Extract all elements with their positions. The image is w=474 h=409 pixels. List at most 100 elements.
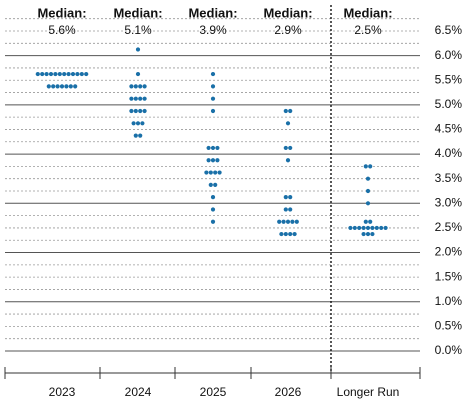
- dot: [133, 96, 138, 101]
- dot: [46, 84, 51, 89]
- dot: [84, 71, 89, 77]
- dot: [75, 71, 80, 77]
- dot: [361, 225, 366, 231]
- dot: [135, 121, 141, 126]
- dot: [368, 219, 373, 224]
- median-value: 5.6%: [48, 23, 76, 37]
- dot: [138, 84, 143, 89]
- dot: [133, 108, 138, 114]
- dot: [210, 195, 216, 200]
- dot: [365, 176, 371, 181]
- dot: [70, 71, 76, 77]
- dot: [208, 170, 213, 175]
- dot: [213, 182, 218, 187]
- dot: [40, 71, 45, 77]
- y-tick-label: 5.0%: [435, 97, 463, 111]
- dot: [142, 96, 147, 101]
- dot: [208, 182, 213, 187]
- dot: [290, 219, 295, 224]
- dot: [283, 207, 288, 212]
- y-tick-label: 3.0%: [435, 195, 463, 209]
- dot: [53, 71, 58, 77]
- x-tick-label: 2023: [49, 385, 76, 399]
- median-header: Median:: [37, 5, 86, 20]
- dot: [292, 231, 297, 237]
- dot: [363, 164, 368, 169]
- dot: [294, 219, 299, 224]
- dot: [129, 108, 134, 114]
- dot: [288, 195, 293, 200]
- dot: [365, 225, 371, 231]
- dot: [51, 84, 56, 89]
- y-tick-label: 0.0%: [435, 343, 463, 357]
- dot: [140, 121, 145, 126]
- dot: [365, 188, 371, 194]
- y-tick-label: 4.0%: [435, 146, 463, 160]
- y-tick-label: 4.5%: [435, 122, 463, 136]
- dot: [138, 133, 143, 138]
- dot: [285, 121, 291, 126]
- dot: [79, 71, 84, 77]
- dot: [213, 170, 218, 175]
- dot: [281, 219, 286, 224]
- dot: [210, 145, 216, 151]
- dot: [361, 231, 366, 237]
- median-value: 2.9%: [274, 23, 302, 37]
- dot: [210, 158, 216, 163]
- x-tick-label: 2024: [125, 385, 152, 399]
- dot: [283, 108, 288, 114]
- y-tick-label: 5.5%: [435, 72, 463, 86]
- dot: [138, 96, 143, 101]
- dot: [210, 207, 216, 212]
- dot: [206, 158, 211, 163]
- dot: [288, 207, 293, 212]
- dot: [68, 84, 73, 89]
- dot: [357, 225, 362, 231]
- dot: [44, 71, 49, 77]
- dot: [363, 219, 368, 224]
- dot: [368, 164, 373, 169]
- y-tick-label: 1.0%: [435, 294, 463, 308]
- dot: [133, 133, 138, 138]
- dot: [288, 145, 293, 151]
- dot: [285, 158, 291, 163]
- dot: [283, 145, 288, 151]
- dot: [215, 158, 220, 163]
- dot: [62, 71, 67, 77]
- y-tick-label: 2.5%: [435, 220, 463, 234]
- dot: [288, 231, 293, 237]
- dot: [129, 84, 134, 89]
- dot: [142, 84, 147, 89]
- y-tick-label: 2.0%: [435, 245, 463, 259]
- dot: [383, 225, 388, 231]
- dot: [48, 71, 54, 77]
- dot: [277, 219, 282, 224]
- median-value: 2.5%: [354, 23, 382, 37]
- dot: [129, 96, 134, 101]
- dot: [283, 195, 288, 200]
- dot: [288, 108, 293, 114]
- dot: [142, 108, 147, 114]
- y-tick-label: 0.5%: [435, 319, 463, 333]
- dot: [210, 84, 216, 89]
- dot: [374, 225, 379, 231]
- dot: [217, 170, 222, 175]
- dot: [59, 84, 65, 89]
- dot: [210, 96, 216, 101]
- dot: [131, 121, 136, 126]
- y-tick-label: 3.5%: [435, 171, 463, 185]
- dot: [215, 145, 220, 151]
- dot: [66, 71, 71, 77]
- y-tick-label: 6.5%: [435, 23, 463, 37]
- median-header: Median:: [188, 5, 237, 20]
- median-value: 5.1%: [124, 23, 152, 37]
- dot: [370, 231, 375, 237]
- y-tick-label: 6.0%: [435, 48, 463, 62]
- median-header: Median:: [343, 5, 392, 20]
- dot: [35, 71, 40, 77]
- dot: [135, 47, 141, 52]
- dot: [365, 231, 371, 237]
- dot: [283, 231, 288, 237]
- x-tick-label: 2026: [275, 385, 302, 399]
